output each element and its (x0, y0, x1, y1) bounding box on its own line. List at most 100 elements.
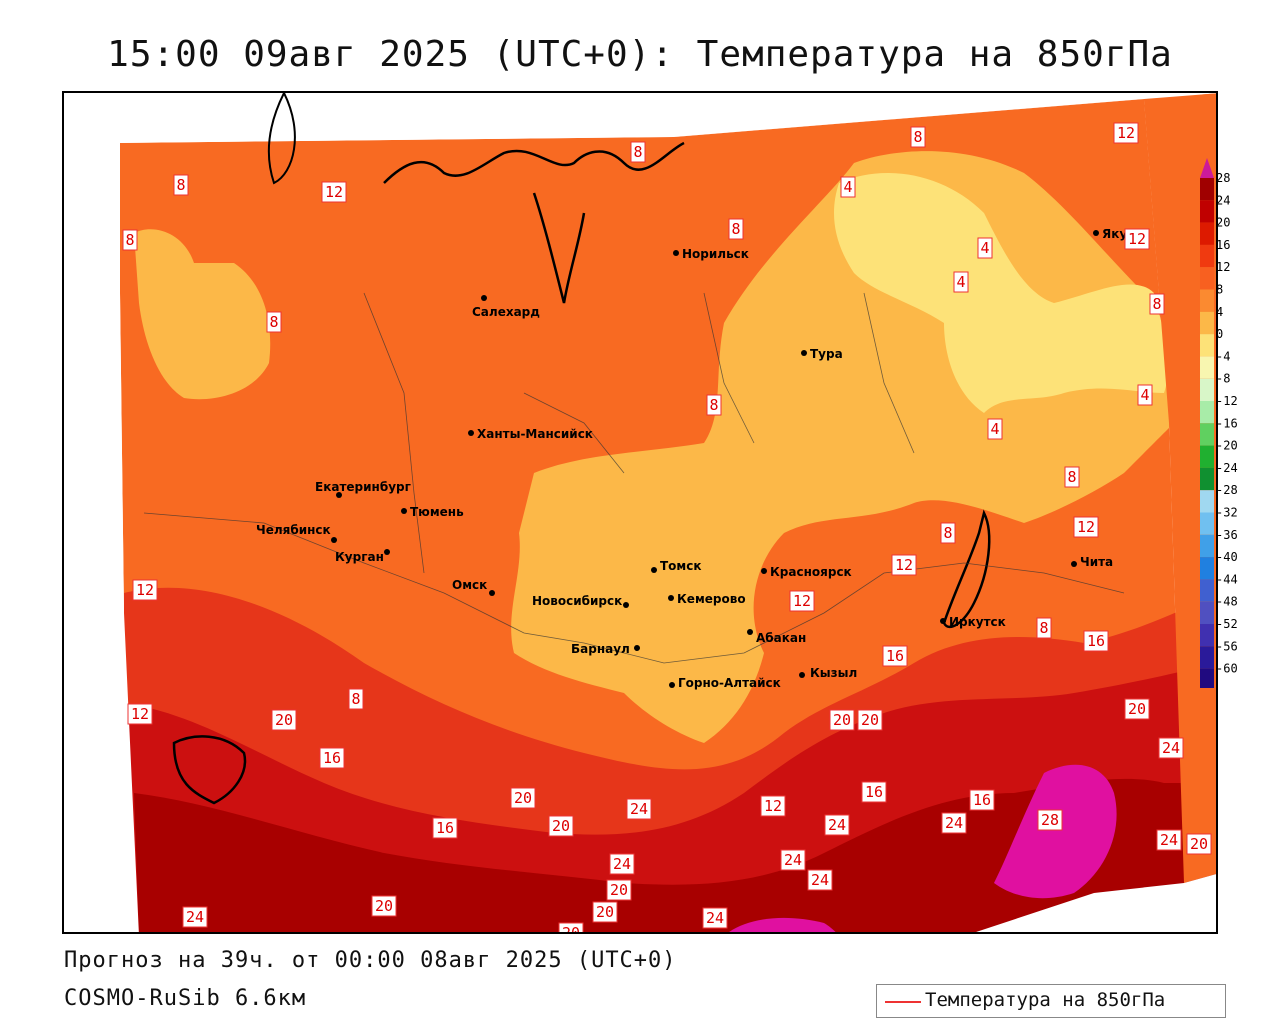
isotherm-label: 24 (609, 853, 635, 875)
isotherm-value: 20 (514, 789, 532, 807)
isotherm-value: 8 (1067, 468, 1076, 486)
outside-domain-bottom (976, 874, 1216, 932)
city-marker: Чита (1071, 555, 1113, 569)
city-label: Тюмень (410, 505, 464, 519)
outside-domain-left (64, 93, 139, 932)
isotherm-label: 8 (728, 218, 744, 240)
city-label: Горно-Алтайск (678, 676, 781, 690)
colorbar-swatch (1200, 601, 1214, 624)
city-marker: Кызыл (799, 666, 857, 680)
city-marker: Челябинск (256, 523, 337, 543)
city-dot (940, 618, 946, 624)
colorbar-swatch (1200, 178, 1214, 201)
colorbar: 28 24 20 16 12 8 4 0 -4 -8 -12 -16 -20 -24 -28 -32 -36 -4… (1200, 158, 1238, 688)
isotherm-label: 20 (1124, 698, 1150, 720)
city-dot (336, 492, 342, 498)
isotherm-label: 24 (807, 869, 833, 891)
isotherm-label: 12 (1124, 228, 1150, 250)
isotherm-label: 20 (592, 901, 618, 923)
city-label: Барнаул (571, 642, 630, 656)
isotherm-label: 8 (266, 311, 282, 333)
city-label: Чита (1080, 555, 1113, 569)
isotherm-label: 16 (1083, 630, 1109, 652)
colorbar-label: -4 (1216, 349, 1230, 363)
colorbar-label: 24 (1216, 193, 1230, 207)
isotherm-value: 24 (706, 909, 724, 927)
colorbar-label: -20 (1216, 439, 1238, 453)
colorbar-swatch (1200, 467, 1214, 491)
isotherm-label: 12 (1113, 122, 1139, 144)
city-marker: Курган (335, 549, 390, 564)
isotherm-label: 24 (941, 812, 967, 834)
city-marker: Тура (801, 347, 843, 361)
city-marker: Норильск (673, 247, 749, 261)
isotherm-label: 4 (987, 418, 1003, 440)
isotherm-value: 12 (131, 705, 149, 723)
isotherm-label: 20 (371, 895, 397, 917)
colorbar-label: 12 (1216, 260, 1230, 274)
isotherm-label: 12 (1073, 516, 1099, 538)
city-label: Ханты-Мансийск (477, 427, 593, 441)
isotherm-label: 20 (829, 709, 855, 731)
field-28-plus-2 (729, 917, 836, 932)
isotherm-value: 24 (811, 871, 829, 889)
isotherm-value: 12 (793, 592, 811, 610)
colorbar-swatch (1200, 423, 1214, 446)
isotherm-value: 12 (136, 581, 154, 599)
isotherm-value: 24 (945, 814, 963, 832)
city-marker: Ханты-Мансийск (468, 427, 593, 441)
isotherm-label: 12 (789, 590, 815, 612)
city-dot (1093, 230, 1099, 236)
legend-line-sample (885, 1001, 921, 1003)
city-dot (623, 602, 629, 608)
isotherm-label: 16 (319, 747, 345, 769)
isotherm-label: 12 (891, 554, 917, 576)
colorbar-label: 4 (1216, 305, 1223, 319)
city-dot (799, 672, 805, 678)
isotherm-label: 24 (1158, 737, 1184, 759)
isotherm-label: 8 (630, 141, 646, 163)
isotherm-value: 20 (562, 924, 580, 934)
outside-domain-top (64, 93, 1216, 143)
isotherm-value: 12 (895, 556, 913, 574)
isotherm-label: 8 (348, 688, 364, 710)
legend: Температура на 850гПа (876, 984, 1226, 1018)
colorbar-label: -36 (1216, 528, 1238, 542)
city-marker: Салехард (472, 295, 540, 319)
colorbar-swatch (1200, 356, 1214, 379)
isotherm-value: 20 (275, 711, 293, 729)
city-dot (468, 430, 474, 436)
isotherm-label: 12 (321, 181, 347, 203)
isotherm-value: 8 (633, 143, 642, 161)
baikal (942, 509, 991, 629)
colorbar-swatch (1200, 646, 1214, 669)
city-dot (634, 645, 640, 651)
isotherm-label: 8 (1149, 293, 1165, 315)
colorbar-labels: 28 24 20 16 12 8 4 0 -4 -8 -12 -16 -20 -24 -28 -32 -36 -4… (1216, 171, 1238, 676)
isotherm-value: 12 (764, 797, 782, 815)
coastline-yamal (532, 192, 586, 304)
isotherm-label: 16 (432, 817, 458, 839)
isotherm-label: 20 (510, 787, 536, 809)
colorbar-label: 8 (1216, 283, 1223, 297)
isotherm-value: 24 (630, 800, 648, 818)
isotherm-label: 20 (271, 709, 297, 731)
isotherm-value: 4 (1140, 386, 1149, 404)
isotherm-value: 20 (1128, 700, 1146, 718)
isotherm-label: 16 (969, 789, 995, 811)
isotherm-label: 16 (861, 781, 887, 803)
outside-domain-right (1144, 93, 1216, 883)
isotherm-label: 12 (132, 579, 158, 601)
isotherm-value: 4 (980, 239, 989, 257)
isotherm-label: 4 (953, 271, 969, 293)
colorbar-label: -32 (1216, 506, 1238, 520)
isotherm-value: 20 (1190, 835, 1208, 853)
field-0-4-west (134, 229, 271, 400)
cities-layer: НорильскСалехардТураЯкутскХанты-Мансийск… (256, 227, 1149, 690)
city-dot (761, 568, 767, 574)
isotherm-value: 4 (843, 178, 852, 196)
isotherm-label: 20 (857, 709, 883, 731)
city-label: Салехард (472, 305, 540, 319)
legend-label: Температура на 850гПа (925, 989, 1166, 1011)
